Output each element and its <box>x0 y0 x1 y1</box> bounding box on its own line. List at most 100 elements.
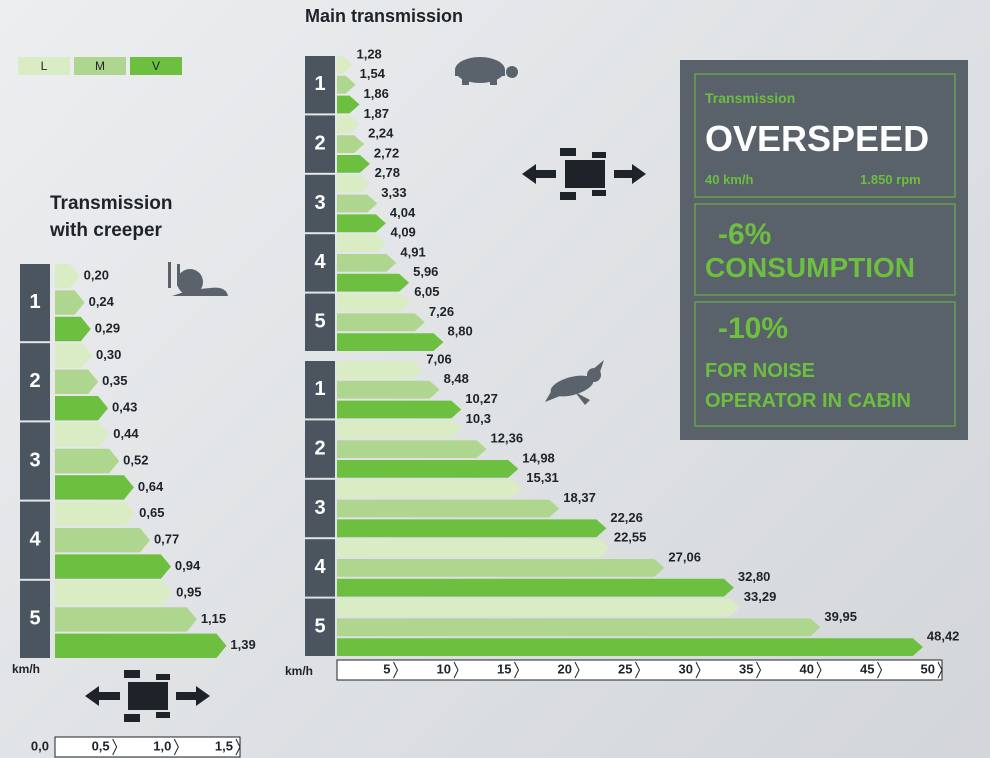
bar <box>55 316 91 342</box>
gear-label: 5 <box>314 311 325 333</box>
gear-block <box>305 361 335 419</box>
gear-block <box>305 174 335 233</box>
bar <box>55 528 150 553</box>
tick-mark <box>816 661 822 679</box>
gear-block <box>305 420 335 478</box>
value-label: 14,98 <box>522 450 555 465</box>
gear-block <box>20 343 50 421</box>
value-label: 1,15 <box>201 611 226 626</box>
x-tick-label: 50 <box>921 661 935 676</box>
bar <box>55 475 134 500</box>
gear-label: 3 <box>29 449 40 471</box>
bar <box>337 293 411 312</box>
value-label: 0,20 <box>84 268 109 283</box>
gear-block <box>20 580 50 658</box>
x-tick-label: 10 <box>437 661 451 676</box>
bar <box>337 598 740 617</box>
value-label: 7,06 <box>426 351 451 366</box>
x-tick-label: 1,0 <box>153 738 171 753</box>
legend-label: L <box>41 59 48 73</box>
value-label: 2,72 <box>374 145 399 160</box>
x-tick-label: 0,0 <box>31 738 49 753</box>
gear-label: 4 <box>29 528 41 550</box>
legend-label: V <box>152 59 160 73</box>
bar <box>55 422 110 447</box>
tick-mark <box>514 661 520 679</box>
bar <box>337 95 360 114</box>
tick-mark <box>574 661 580 679</box>
bar <box>337 75 356 94</box>
value-label: 5,96 <box>413 264 438 279</box>
panel-label: Transmission <box>705 90 796 106</box>
panel-box <box>694 73 956 198</box>
x-tick-label: 40 <box>800 661 814 676</box>
value-label: 3,33 <box>381 185 406 200</box>
value-label: 0,52 <box>123 452 148 467</box>
value-label: 22,26 <box>610 510 643 525</box>
gear-label: 4 <box>314 251 326 273</box>
value-label: 1,87 <box>364 106 389 121</box>
gear-label: 2 <box>314 132 325 154</box>
value-label: 10,27 <box>465 391 498 406</box>
panel-box <box>694 301 956 427</box>
bar <box>337 618 821 637</box>
bar <box>55 448 120 474</box>
x-tick-label: 1,5 <box>215 738 233 753</box>
legend-swatch <box>74 57 126 75</box>
axis-label: km/h <box>12 662 40 676</box>
bar <box>55 580 173 606</box>
gear-block <box>305 293 335 351</box>
axis-label: km/h <box>285 664 313 678</box>
gear-label: 5 <box>29 608 40 630</box>
panel-noise-line: OPERATOR IN CABIN <box>705 390 911 412</box>
panel-headline: OVERSPEED <box>705 118 930 159</box>
value-label: 1,28 <box>356 46 381 61</box>
gear-block <box>20 264 50 342</box>
value-label: 18,37 <box>563 490 596 505</box>
rabbit-icon <box>545 360 604 405</box>
x-tick-label: 25 <box>618 661 632 676</box>
gear-block <box>305 56 335 114</box>
value-label: 22,55 <box>614 530 647 545</box>
bar <box>337 479 523 498</box>
value-label: 0,64 <box>138 479 164 494</box>
bar <box>337 638 923 656</box>
bar <box>337 400 462 419</box>
value-label: 2,24 <box>368 126 394 141</box>
bar <box>337 519 607 538</box>
legend-label: M <box>95 59 105 73</box>
gear-block <box>20 422 50 500</box>
gear-label: 2 <box>29 370 40 392</box>
tick-mark <box>877 661 883 679</box>
bar <box>337 155 370 173</box>
value-label: 0,29 <box>95 320 120 335</box>
value-label: 2,78 <box>375 165 400 180</box>
gear-block <box>20 501 50 579</box>
gear-label: 2 <box>314 437 325 459</box>
bar <box>337 234 387 252</box>
value-label: 4,04 <box>390 205 416 220</box>
bar <box>337 174 371 193</box>
tick-mark <box>635 661 641 679</box>
value-label: 0,95 <box>176 584 201 599</box>
legend-swatch <box>130 57 182 75</box>
value-label: 12,36 <box>491 431 524 446</box>
x-tick-label: 15 <box>497 661 511 676</box>
value-label: 0,43 <box>112 400 137 415</box>
bar <box>337 420 462 439</box>
x-tick-label: 45 <box>860 661 874 676</box>
bar <box>337 56 353 74</box>
turtle-icon <box>455 57 518 85</box>
bar <box>337 380 440 399</box>
gear-block <box>305 479 335 538</box>
bar <box>55 343 92 368</box>
bar <box>55 607 197 632</box>
gear-block <box>305 598 335 656</box>
gear-block <box>305 539 335 597</box>
panel-speed: 40 km/h <box>705 172 754 187</box>
panel-consumption-text: CONSUMPTION <box>705 252 915 283</box>
value-label: 0,65 <box>139 505 164 520</box>
x-tick-label: 30 <box>679 661 693 676</box>
